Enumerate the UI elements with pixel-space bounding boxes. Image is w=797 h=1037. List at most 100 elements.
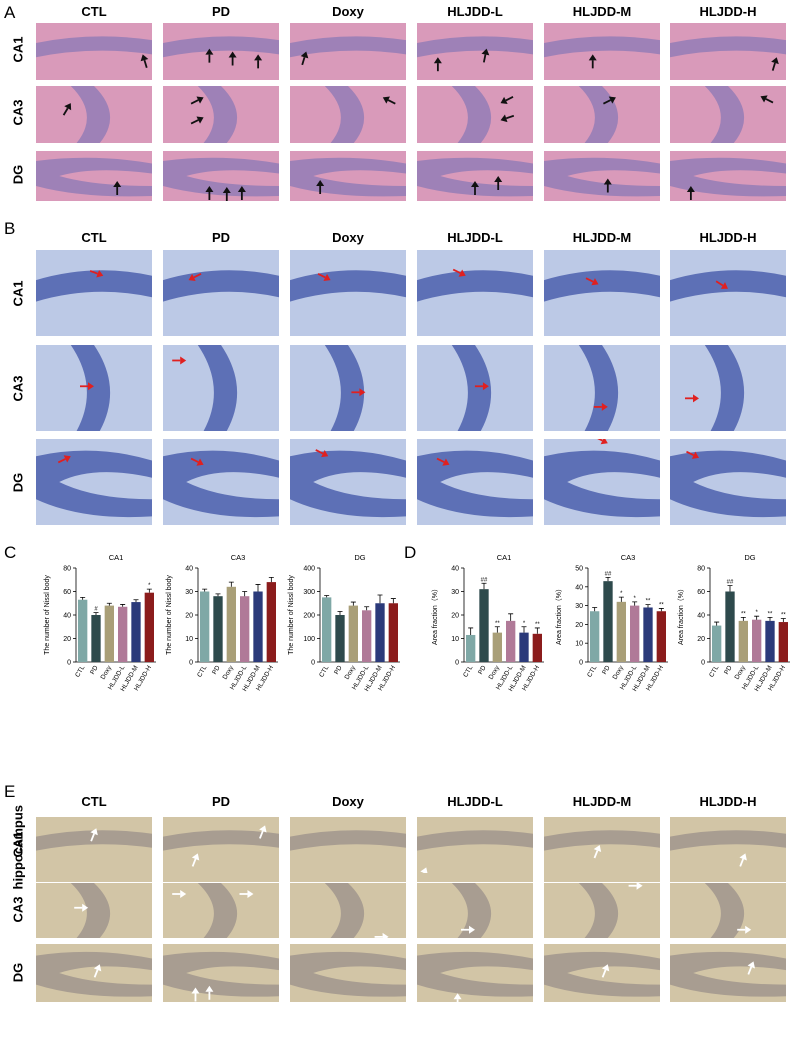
ihc-image-ca3-1 [163,883,279,938]
column-header-pd: PD [211,230,231,245]
column-header-hljdd-h: HLJDD-H [699,230,757,245]
bar-doxy [738,620,748,662]
chart-ylabel: The number of Nissl body [288,575,295,655]
ihc-image-dg-2 [290,944,406,1002]
chart-axes [709,568,790,663]
bar-doxy [348,605,358,662]
he-image-ca3-3 [417,86,533,143]
chart-ylabel: Area fraction（%） [677,585,685,645]
y-tick-label: 20 [697,636,705,643]
error-bar [618,596,624,602]
y-tick-label: 20 [63,636,71,643]
nissl-image-dg-2 [290,439,406,525]
he-image-ca1-4 [544,23,660,80]
y-tick-label: 20 [575,622,583,629]
chart-title: DG [744,553,755,562]
y-tick-label: 0 [579,660,583,667]
bar-chart-1: CA3 The number of Nissl body 0 10 20 30 40 CTL P… [162,550,284,720]
bar-chart-5: DG Area fraction（%） 0 20 40 60 80 CTL ## PD ** Doxy… [674,550,796,720]
y-tick-label: 30 [451,589,459,596]
error-bar [494,626,500,633]
x-tick-label: PD [477,664,488,676]
significance-mark: * [620,591,623,597]
he-image-dg-1 [163,151,279,201]
y-tick-label: 80 [697,566,705,573]
y-tick-label: 10 [575,641,583,648]
y-tick-label: 0 [701,660,705,667]
column-header-hljdd-l: HLJDD-L [447,230,503,245]
chart-ylabel: Area fraction（%） [555,585,563,645]
column-header-hljdd-h: HLJDD-H [699,4,757,19]
bar-pd [479,589,489,662]
x-tick-label: PD [211,664,222,676]
y-tick-label: 40 [63,613,71,620]
nissl-image-ca3-1 [163,345,279,431]
error-bar [228,581,234,587]
bar-pd [335,615,345,662]
error-bar [754,615,760,620]
x-tick-label: CTL [196,664,208,678]
he-image-ca3-4 [544,86,660,143]
chart-axes [463,568,544,663]
bar-hljdd-h [144,592,154,662]
nissl-image-dg-3 [417,439,533,525]
ihc-image-dg-3 [417,944,533,1002]
column-header-hljdd-l: HLJDD-L [447,4,503,19]
column-header-ctl: CTL [81,4,107,19]
bar-hljdd-l [752,619,762,662]
error-bar [255,584,261,592]
column-header-ctl: CTL [81,794,107,809]
ihc-image-dg-1 [163,944,279,1002]
bar-hljdd-h [266,582,276,662]
bar-hljdd-l [362,610,372,662]
bar-hljdd-h [388,603,398,662]
chart-axes [197,568,278,663]
error-bar [268,577,274,583]
error-bar [242,591,248,597]
bar-doxy [104,605,114,662]
column-header-pd: PD [211,4,231,19]
y-tick-label: 30 [185,589,193,596]
column-header-pd: PD [211,794,231,809]
error-bar [350,601,356,606]
bar-hljdd-h [532,633,542,662]
row-label-ca1: CA1 [10,280,26,307]
ihc-image-ca3-5 [670,883,786,938]
bar-ctl [466,634,476,662]
bar-ctl [322,597,332,662]
nissl-image-dg-0 [36,439,152,525]
column-header-ctl: CTL [81,230,107,245]
significance-mark: ## [481,577,488,583]
row-label-dg: DG [10,164,26,185]
panel-letter-e: E [4,782,16,801]
ihc-image-ca3-0 [36,883,152,938]
y-tick-label: 100 [303,636,315,643]
bar-hljdd-h [656,611,666,662]
column-header-hljdd-h: HLJDD-H [699,794,757,809]
he-image-ca1-0 [36,23,152,80]
ihc-image-ca3-4 [544,883,660,938]
chart-title: CA1 [109,553,124,562]
significance-mark: ## [727,580,734,586]
significance-mark: ## [605,571,612,577]
column-header-doxy: Doxy [332,230,364,245]
x-tick-label: CTL [586,664,598,678]
chart-ylabel: Area fraction（%） [431,585,439,645]
chart-axes [75,568,156,663]
error-bar [727,585,733,592]
x-tick-label: PD [601,664,612,676]
nissl-image-ca1-0 [36,250,152,336]
y-tick-label: 300 [303,589,315,596]
error-bar [93,612,99,615]
error-bar [324,595,330,598]
x-tick-label: CTL [318,664,330,678]
y-tick-label: 80 [63,566,71,573]
ihc-image-ca1-5 [670,817,786,873]
bar-hljdd-m [519,632,529,662]
error-bar [605,577,611,582]
ihc-image-dg-4 [544,944,660,1002]
y-tick-label: 400 [303,566,315,573]
error-bar [767,616,773,621]
bar-hljdd-m [765,620,775,662]
nissl-image-ca3-3 [417,345,533,431]
